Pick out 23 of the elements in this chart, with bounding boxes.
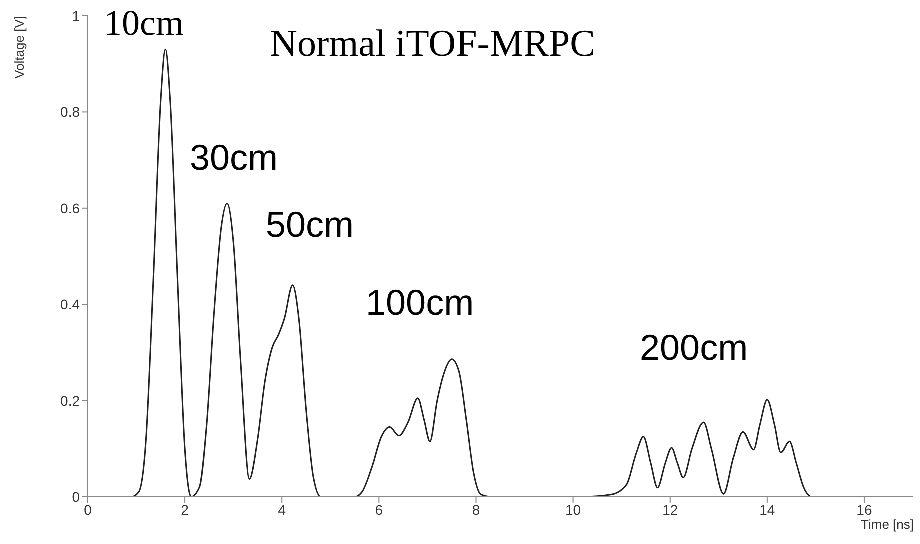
- x-tick-label: 0: [84, 502, 92, 518]
- annotation: 30cm: [190, 137, 278, 178]
- annotation: 50cm: [266, 204, 354, 245]
- chart-title: Normal iTOF-MRPC: [270, 22, 596, 66]
- y-tick-label: 0: [72, 488, 80, 505]
- x-tick-label: 10: [566, 502, 582, 518]
- x-tick-label: 8: [472, 502, 480, 518]
- x-tick-label: 6: [375, 502, 384, 518]
- x-tick-label: 14: [760, 502, 776, 518]
- y-tick-label: 0.6: [60, 200, 80, 216]
- x-tick-label: 12: [662, 502, 678, 518]
- x-tick-label: 16: [856, 502, 872, 518]
- y-tick-label: 0.4: [60, 296, 80, 313]
- x-tick-label: 4: [278, 502, 286, 518]
- annotation: 200cm: [640, 327, 748, 368]
- y-tick-label: 0.8: [60, 104, 80, 120]
- y-tick-label: 0.2: [60, 392, 80, 409]
- x-axis-title: Time [ns]: [861, 517, 914, 532]
- y-tick-label: 1: [72, 8, 80, 24]
- annotation: 10cm: [104, 3, 184, 44]
- x-tick-label: 2: [181, 502, 190, 518]
- annotation: 100cm: [366, 282, 474, 323]
- y-axis-title: Voltage [V]: [12, 16, 27, 79]
